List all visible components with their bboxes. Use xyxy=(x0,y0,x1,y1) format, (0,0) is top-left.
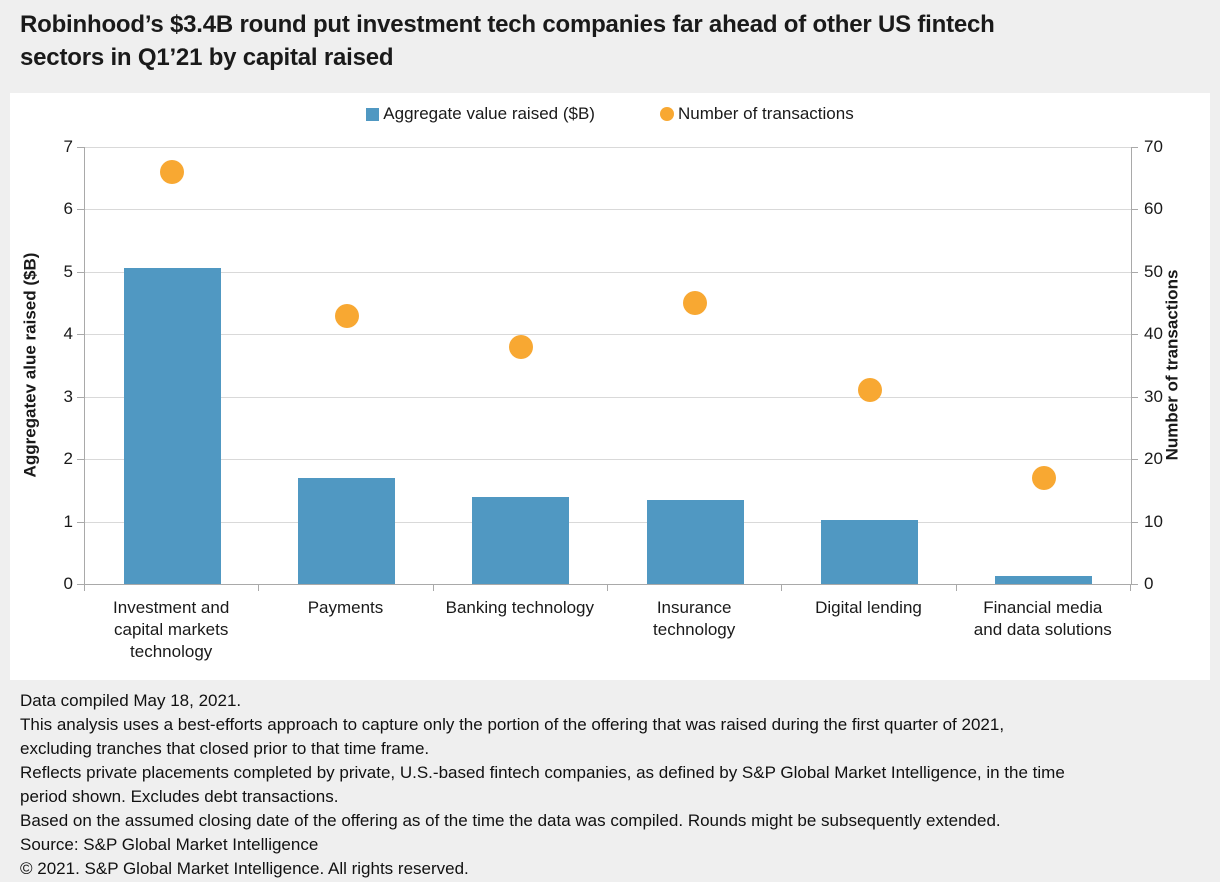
y-axis-tick-mark-right xyxy=(1131,396,1138,398)
page-title: Robinhood’s $3.4B round put investment t… xyxy=(20,8,1200,74)
y-axis-tick-label-right: 60 xyxy=(1144,199,1163,219)
bar xyxy=(821,520,918,584)
x-axis-labels: Investment and capital markets technolog… xyxy=(84,597,1130,663)
footnote-line: © 2021. S&P Global Market Intelligence. … xyxy=(20,859,469,878)
y-axis-tick-label-right: 40 xyxy=(1144,324,1163,344)
legend-bar-series-icon xyxy=(366,107,380,121)
bar xyxy=(995,575,1093,584)
x-axis-category-label: Financial media and data solutions xyxy=(973,598,1112,639)
y-axis-tick-label-left: 3 xyxy=(63,386,73,406)
gridline xyxy=(85,271,1131,273)
bar xyxy=(123,268,221,584)
y-axis-tick-label-right: 0 xyxy=(1144,574,1154,593)
y-axis-tick-label-left: 5 xyxy=(63,261,73,281)
footnote-line: excluding tranches that closed prior to … xyxy=(20,739,430,758)
y-axis-tick-mark-left xyxy=(77,147,84,148)
legend-dot-series-icon xyxy=(659,107,674,121)
y-axis-tick-label-right: 20 xyxy=(1144,449,1163,469)
page-title-line-2: sectors in Q1’21 by capital raised xyxy=(20,44,394,71)
data-point-dot xyxy=(160,159,185,184)
footnote-line: Based on the assumed closing date of the… xyxy=(20,811,1001,830)
y-axis-tick-mark-right xyxy=(1131,147,1138,148)
data-point-dot xyxy=(1031,465,1056,490)
plot-area xyxy=(84,147,1132,585)
x-axis-category-label: Banking technology xyxy=(445,598,595,617)
y-axis-tick-label-left: 6 xyxy=(63,199,73,219)
gridline xyxy=(85,521,1131,523)
y-axis-tick-label-left: 4 xyxy=(63,324,73,344)
gridline xyxy=(85,459,1131,461)
y-axis-tick-mark-right xyxy=(1131,459,1138,461)
x-axis-tick-mark xyxy=(607,585,608,591)
data-point-dot xyxy=(857,378,882,403)
y-axis-tick-mark-left xyxy=(77,209,84,211)
y-axis-tick-label-left: 7 xyxy=(63,137,73,156)
footnote-line: Data compiled May 18, 2021. xyxy=(20,691,242,710)
y-axis-tick-mark-left xyxy=(77,396,84,398)
bar xyxy=(298,477,395,584)
x-axis-tick-mark xyxy=(84,585,85,591)
x-axis-tick-mark xyxy=(432,585,434,591)
y-axis-tick-label-right: 70 xyxy=(1144,137,1163,156)
x-axis-tick-mark xyxy=(781,585,783,591)
y-axis-tick-mark-right xyxy=(1131,271,1138,273)
chart-panel: Aggregate value raised ($B) Number of tra… xyxy=(10,93,1210,680)
data-point-dot xyxy=(334,303,359,328)
footnote-line: This analysis uses a best-efforts approa… xyxy=(20,715,1005,734)
y-axis-tick-mark-left xyxy=(77,271,84,273)
gridline xyxy=(85,334,1131,336)
y-axis-tick-label-left: 0 xyxy=(63,574,73,593)
x-axis-category-label: Insurance technology xyxy=(653,598,736,639)
y-axis-tick-label-right: 50 xyxy=(1144,261,1163,281)
footnotes: Data compiled May 18, 2021. This analysis… xyxy=(20,689,1065,881)
x-axis-category-label: Digital lending xyxy=(815,598,922,617)
x-axis-tick-mark xyxy=(955,585,957,591)
y-axis-tick-mark-left xyxy=(77,584,84,585)
y-axis-tick-mark-right xyxy=(1131,334,1138,336)
y-axis-tick-mark-right xyxy=(1131,584,1138,585)
footnote-line: period shown. Excludes debt transactions… xyxy=(20,787,339,806)
y-axis-tick-label-left: 1 xyxy=(63,511,73,531)
legend-item: Number of transactions xyxy=(659,104,854,124)
y-axis-tick-mark-left xyxy=(77,459,84,461)
legend: Aggregate value raised ($B) Number of tra… xyxy=(10,103,1210,125)
bar xyxy=(646,500,744,584)
gridline xyxy=(85,396,1131,398)
gridline xyxy=(85,147,1131,148)
y-axis-tick-label-right: 30 xyxy=(1144,386,1163,406)
y-axis-tick-label-left: 2 xyxy=(63,449,73,469)
x-axis-tick-mark xyxy=(258,585,260,591)
data-point-dot xyxy=(683,291,708,316)
legend-item-label: Number of transactions xyxy=(677,104,854,123)
x-axis-category-label: Investment and capital markets technolog… xyxy=(113,598,230,661)
bar xyxy=(472,497,570,584)
legend-item-label: Aggregate value raised ($B) xyxy=(383,104,595,123)
gridline xyxy=(85,209,1131,211)
legend-item: Aggregate value raised ($B) xyxy=(366,104,595,124)
page-title-line-1: Robinhood’s $3.4B round put investment t… xyxy=(20,11,995,38)
x-axis-category-label: Payments xyxy=(307,598,384,617)
footnote-line: Reflects private placements completed by… xyxy=(20,763,1065,782)
y-axis-tick-mark-left xyxy=(77,334,84,336)
y-axis-tick-mark-right xyxy=(1131,209,1138,211)
x-axis-tick-mark xyxy=(1130,585,1131,591)
y-axis-tick-mark-left xyxy=(77,521,84,523)
footnote-line: Source: S&P Global Market Intelligence xyxy=(20,835,319,854)
y-axis-tick-mark-right xyxy=(1131,521,1138,523)
y-axis-tick-label-right: 10 xyxy=(1144,511,1163,531)
data-point-dot xyxy=(508,334,533,359)
